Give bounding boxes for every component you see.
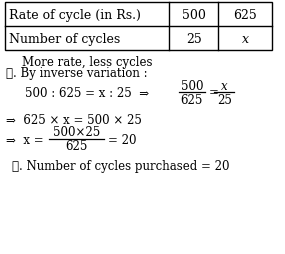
Text: 500: 500 (182, 8, 206, 21)
Text: 625: 625 (181, 93, 203, 106)
Text: 625: 625 (233, 8, 257, 21)
Text: =: = (209, 86, 218, 99)
Text: = 20: = 20 (108, 133, 136, 146)
Text: ∴. Number of cycles purchased = 20: ∴. Number of cycles purchased = 20 (12, 159, 229, 172)
Text: 500 : 625 = x : 25  ⇒: 500 : 625 = x : 25 ⇒ (25, 86, 150, 99)
Text: x: x (221, 79, 227, 92)
Text: 25: 25 (217, 93, 232, 106)
Text: More rate, less cycles: More rate, less cycles (22, 56, 152, 69)
Text: 500: 500 (181, 79, 203, 92)
Text: Number of cycles: Number of cycles (9, 32, 120, 45)
Text: ⇒  625 × x = 500 × 25: ⇒ 625 × x = 500 × 25 (6, 114, 142, 126)
Text: x: x (242, 32, 249, 45)
Text: 25: 25 (186, 32, 202, 45)
Text: Rate of cycle (in Rs.): Rate of cycle (in Rs.) (9, 8, 141, 21)
Text: ∴. By inverse variation :: ∴. By inverse variation : (6, 67, 148, 80)
Text: ⇒  x =: ⇒ x = (6, 133, 44, 146)
Text: 500×25: 500×25 (53, 126, 100, 139)
Bar (5, 3, 272, 51)
Text: 625: 625 (65, 140, 87, 153)
